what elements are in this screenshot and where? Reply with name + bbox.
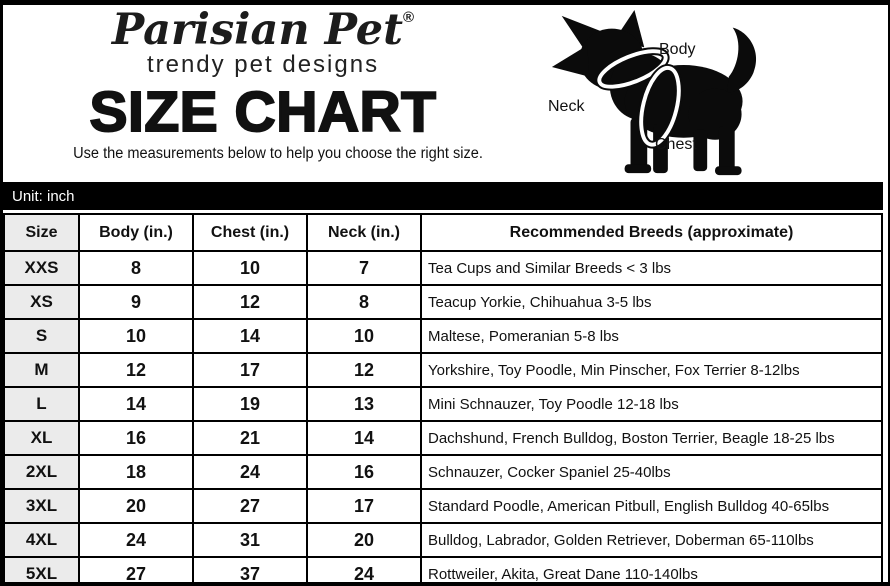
chest-cell: 27 — [192, 488, 308, 524]
size-cell: XL — [3, 420, 80, 456]
neck-cell: 14 — [306, 420, 422, 456]
diagram-label-neck: Neck — [548, 98, 585, 115]
size-cell: 5XL — [3, 556, 80, 582]
breeds-cell: Yorkshire, Toy Poodle, Min Pinscher, Fox… — [420, 352, 883, 388]
breeds-cell: Rottweiler, Akita, Great Dane 110-140lbs — [420, 556, 883, 582]
breeds-cell: Standard Poodle, American Pitbull, Engli… — [420, 488, 883, 524]
table-row: 2XL 18 24 16 Schnauzer, Cocker Spaniel 2… — [3, 454, 883, 490]
size-cell: M — [3, 352, 80, 388]
diagram-label-chest: Chest — [655, 136, 697, 153]
registered-trademark: ® — [403, 9, 415, 26]
breeds-cell: Dachshund, French Bulldog, Boston Terrie… — [420, 420, 883, 456]
size-cell: L — [3, 386, 80, 422]
table-row: 4XL 24 31 20 Bulldog, Labrador, Golden R… — [3, 522, 883, 558]
table-row: XL 16 21 14 Dachshund, French Bulldog, B… — [3, 420, 883, 456]
neck-cell: 13 — [306, 386, 422, 422]
unit-label: Unit: inch — [12, 187, 75, 205]
size-table-body: XXS 8 10 7 Tea Cups and Similar Breeds <… — [3, 250, 883, 582]
chest-cell: 12 — [192, 284, 308, 320]
size-table-header: Size Body (in.) Chest (in.) Neck (in.) R… — [3, 213, 883, 252]
chest-cell: 10 — [192, 250, 308, 286]
dog-silhouette-icon — [551, 9, 757, 176]
chest-cell: 21 — [192, 420, 308, 456]
size-cell: 2XL — [3, 454, 80, 490]
col-header-breeds: Recommended Breeds (approximate) — [420, 213, 883, 252]
brand-block: Parisian Pet® trendy pet designs SIZE CH… — [61, 7, 483, 163]
chest-cell: 19 — [192, 386, 308, 422]
table-row: 5XL 27 37 24 Rottweiler, Akita, Great Da… — [3, 556, 883, 582]
table-row: L 14 19 13 Mini Schnauzer, Toy Poodle 12… — [3, 386, 883, 422]
brand-tagline: trendy pet designs — [146, 51, 380, 79]
breeds-cell: Bulldog, Labrador, Golden Retriever, Dob… — [420, 522, 883, 558]
breeds-cell: Mini Schnauzer, Toy Poodle 12-18 lbs — [420, 386, 883, 422]
table-row: S 10 14 10 Maltese, Pomeranian 5-8 lbs — [3, 318, 883, 354]
page-title: SIZE CHART — [89, 80, 438, 145]
body-cell: 8 — [78, 250, 194, 286]
body-cell: 20 — [78, 488, 194, 524]
body-cell: 10 — [78, 318, 194, 354]
neck-cell: 8 — [306, 284, 422, 320]
neck-cell: 24 — [306, 556, 422, 582]
neck-cell: 20 — [306, 522, 422, 558]
col-header-size: Size — [3, 213, 80, 252]
breeds-cell: Tea Cups and Similar Breeds < 3 lbs — [420, 250, 883, 286]
header-row: Size Body (in.) Chest (in.) Neck (in.) R… — [3, 213, 883, 252]
neck-cell: 12 — [306, 352, 422, 388]
table-row: M 12 17 12 Yorkshire, Toy Poodle, Min Pi… — [3, 352, 883, 388]
chest-cell: 14 — [192, 318, 308, 354]
neck-cell: 7 — [306, 250, 422, 286]
chest-cell: 31 — [192, 522, 308, 558]
subtitle: Use the measurements below to help you c… — [73, 145, 483, 163]
body-cell: 9 — [78, 284, 194, 320]
neck-cell: 17 — [306, 488, 422, 524]
body-cell: 18 — [78, 454, 194, 490]
body-cell: 27 — [78, 556, 194, 582]
size-cell: 3XL — [3, 488, 80, 524]
brand-name-text: Parisian Pet — [111, 5, 403, 55]
size-cell: S — [3, 318, 80, 354]
body-cell: 24 — [78, 522, 194, 558]
col-header-neck: Neck (in.) — [306, 213, 422, 252]
col-header-body: Body (in.) — [78, 213, 194, 252]
body-cell: 16 — [78, 420, 194, 456]
col-header-chest: Chest (in.) — [192, 213, 308, 252]
size-table: Size Body (in.) Chest (in.) Neck (in.) R… — [3, 213, 883, 582]
diagram-label-body: Body — [659, 41, 696, 58]
header: Parisian Pet® trendy pet designs SIZE CH… — [3, 5, 888, 182]
breeds-cell: Maltese, Pomeranian 5-8 lbs — [420, 318, 883, 354]
unit-bar: Unit: inch — [3, 182, 883, 210]
table-row: XXS 8 10 7 Tea Cups and Similar Breeds <… — [3, 250, 883, 286]
chest-cell: 17 — [192, 352, 308, 388]
chest-cell: 24 — [192, 454, 308, 490]
neck-cell: 10 — [306, 318, 422, 354]
breeds-cell: Teacup Yorkie, Chihuahua 3-5 lbs — [420, 284, 883, 320]
neck-cell: 16 — [306, 454, 422, 490]
brand-name: Parisian Pet® — [61, 7, 465, 53]
breeds-cell: Schnauzer, Cocker Spaniel 25-40lbs — [420, 454, 883, 490]
size-cell: 4XL — [3, 522, 80, 558]
table-row: 3XL 20 27 17 Standard Poodle, American P… — [3, 488, 883, 524]
table-row: XS 9 12 8 Teacup Yorkie, Chihuahua 3-5 l… — [3, 284, 883, 320]
dog-measurement-diagram: Body Neck Chest — [508, 5, 888, 182]
size-cell: XXS — [3, 250, 80, 286]
chest-cell: 37 — [192, 556, 308, 582]
body-cell: 14 — [78, 386, 194, 422]
body-cell: 12 — [78, 352, 194, 388]
size-cell: XS — [3, 284, 80, 320]
